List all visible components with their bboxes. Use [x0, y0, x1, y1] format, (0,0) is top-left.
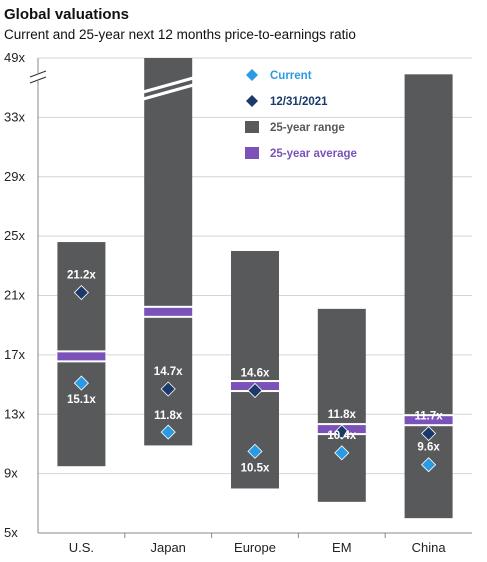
bar-break-stripe	[142, 83, 194, 101]
dec-2021-label: 21.2x	[67, 270, 96, 282]
current-marker	[73, 375, 89, 391]
y-tick-label: 17x	[4, 347, 25, 362]
legend-range-label: 25-year range	[270, 122, 345, 134]
legend-dec-2021-icon	[246, 95, 258, 107]
y-tick-label: 49x	[4, 50, 25, 65]
y-tick-label: 29x	[4, 169, 25, 184]
bar-break-stripe	[142, 76, 194, 94]
average-marker	[57, 352, 106, 361]
current-marker	[247, 443, 263, 459]
dec-2021-marker	[334, 424, 350, 440]
dec-2021-marker	[247, 382, 263, 399]
current-label: 11.8x	[154, 410, 183, 422]
current-label: 10.4x	[327, 430, 356, 442]
dec-2021-label: 14.6x	[241, 368, 270, 380]
range-bar	[404, 74, 453, 519]
legend-average-label: 25-year average	[270, 148, 357, 160]
range-bar	[317, 308, 366, 502]
dec-2021-label: 11.8x	[328, 409, 357, 421]
axis-break-mark	[29, 70, 47, 78]
category-label: Europe	[234, 540, 276, 555]
dec-2021-marker	[73, 284, 89, 301]
current-marker	[334, 445, 350, 461]
category-label: EM	[332, 540, 352, 555]
axis-break-mark	[29, 76, 47, 84]
chart-subtitle: Current and 25-year next 12 months price…	[4, 27, 356, 42]
legend-dec-2021-label: 12/31/2021	[270, 96, 328, 108]
dec-2021-marker	[160, 381, 176, 397]
current-marker	[160, 424, 176, 440]
chart-title: Global valuations	[4, 6, 130, 23]
y-tick-label: 25x	[4, 228, 25, 243]
category-label: Japan	[150, 540, 185, 555]
legend-current-label: Current	[270, 70, 312, 82]
legend-current-icon	[246, 69, 258, 81]
dec-2021-label: 11.7x	[415, 411, 444, 423]
y-tick-label: 9x	[4, 466, 18, 481]
range-bar	[144, 58, 193, 446]
average-marker	[144, 307, 193, 316]
current-label: 10.5x	[241, 462, 270, 474]
y-tick-label: 5x	[4, 525, 18, 540]
dec-2021-label: 14.7x	[154, 366, 183, 378]
current-label: 15.1x	[67, 394, 96, 406]
axis-break-gap	[30, 73, 46, 81]
y-tick-label: 13x	[4, 406, 25, 421]
legend-range-icon	[245, 121, 259, 133]
category-label: China	[412, 540, 447, 555]
dec-2021-marker	[421, 425, 437, 442]
current-label: 9.6x	[417, 442, 440, 454]
current-marker	[421, 457, 437, 473]
y-tick-label: 21x	[4, 288, 25, 303]
legend-average-icon	[245, 147, 259, 159]
category-label: U.S.	[69, 540, 94, 555]
average-marker	[404, 416, 453, 425]
y-tick-label: 33x	[4, 109, 25, 124]
